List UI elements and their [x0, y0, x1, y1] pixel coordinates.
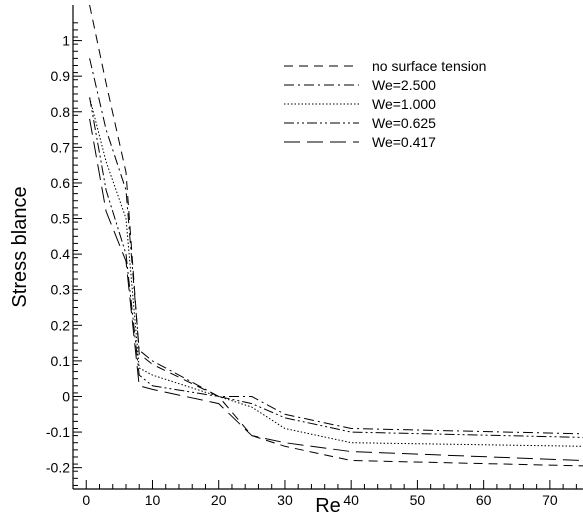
y-tick-label: 0.5 — [51, 211, 71, 227]
legend-label: We=1.000 — [372, 96, 436, 112]
legend: no surface tension We=2.500 We=1.000 We=0.6… — [284, 58, 486, 150]
legend-label: no surface tension — [372, 58, 486, 74]
y-tick-label: 0.6 — [51, 175, 71, 191]
series-line-5 — [89, 118, 583, 461]
legend-item: We=2.500 — [284, 77, 436, 93]
legend-label: We=2.500 — [372, 77, 436, 93]
legend-item: We=1.000 — [284, 96, 436, 112]
series-line-1 — [89, 4, 583, 467]
x-tick-label: 50 — [410, 492, 426, 508]
y-tick-label: 0.7 — [51, 139, 71, 155]
x-tick-label: 0 — [82, 492, 90, 508]
y-tick-label: 0.2 — [51, 317, 71, 333]
x-tick-label: 40 — [343, 492, 359, 508]
y-tick-label: 0.8 — [51, 104, 71, 120]
plot-area — [72, 5, 583, 490]
series-line-2 — [89, 58, 583, 435]
series-line-4 — [89, 97, 583, 438]
x-tick-label: 10 — [145, 492, 161, 508]
y-tick-label: -0.2 — [46, 460, 70, 476]
x-axis-ticks: 0 10 20 30 40 50 60 70 — [82, 480, 577, 508]
y-axis-title: Stress blance — [9, 186, 31, 307]
y-tick-label: 0 — [62, 388, 70, 404]
y-tick-label: 0.1 — [51, 353, 71, 369]
legend-label: We=0.417 — [372, 134, 436, 150]
legend-label: We=0.625 — [372, 115, 436, 131]
series-lines — [89, 4, 583, 467]
y-tick-label: 0.4 — [51, 246, 71, 262]
x-tick-label: 30 — [277, 492, 293, 508]
x-tick-label: 70 — [542, 492, 558, 508]
x-tick-label: 60 — [476, 492, 492, 508]
series-line-3 — [89, 97, 583, 447]
y-tick-label: 0.3 — [51, 282, 71, 298]
legend-item: We=0.625 — [284, 115, 436, 131]
y-tick-label: 1 — [62, 33, 70, 49]
y-tick-label: 0.9 — [51, 68, 71, 84]
y-axis-ticks: -0.2 -0.1 0 0.1 0.2 0.3 0.4 0.5 0.6 0.7 0.8 0.9 1 — [46, 22, 82, 486]
legend-item: no surface tension — [284, 58, 486, 74]
x-tick-label: 20 — [211, 492, 227, 508]
x-axis-title: Re — [315, 495, 341, 517]
legend-item: We=0.417 — [284, 134, 436, 150]
y-tick-label: -0.1 — [46, 424, 70, 440]
